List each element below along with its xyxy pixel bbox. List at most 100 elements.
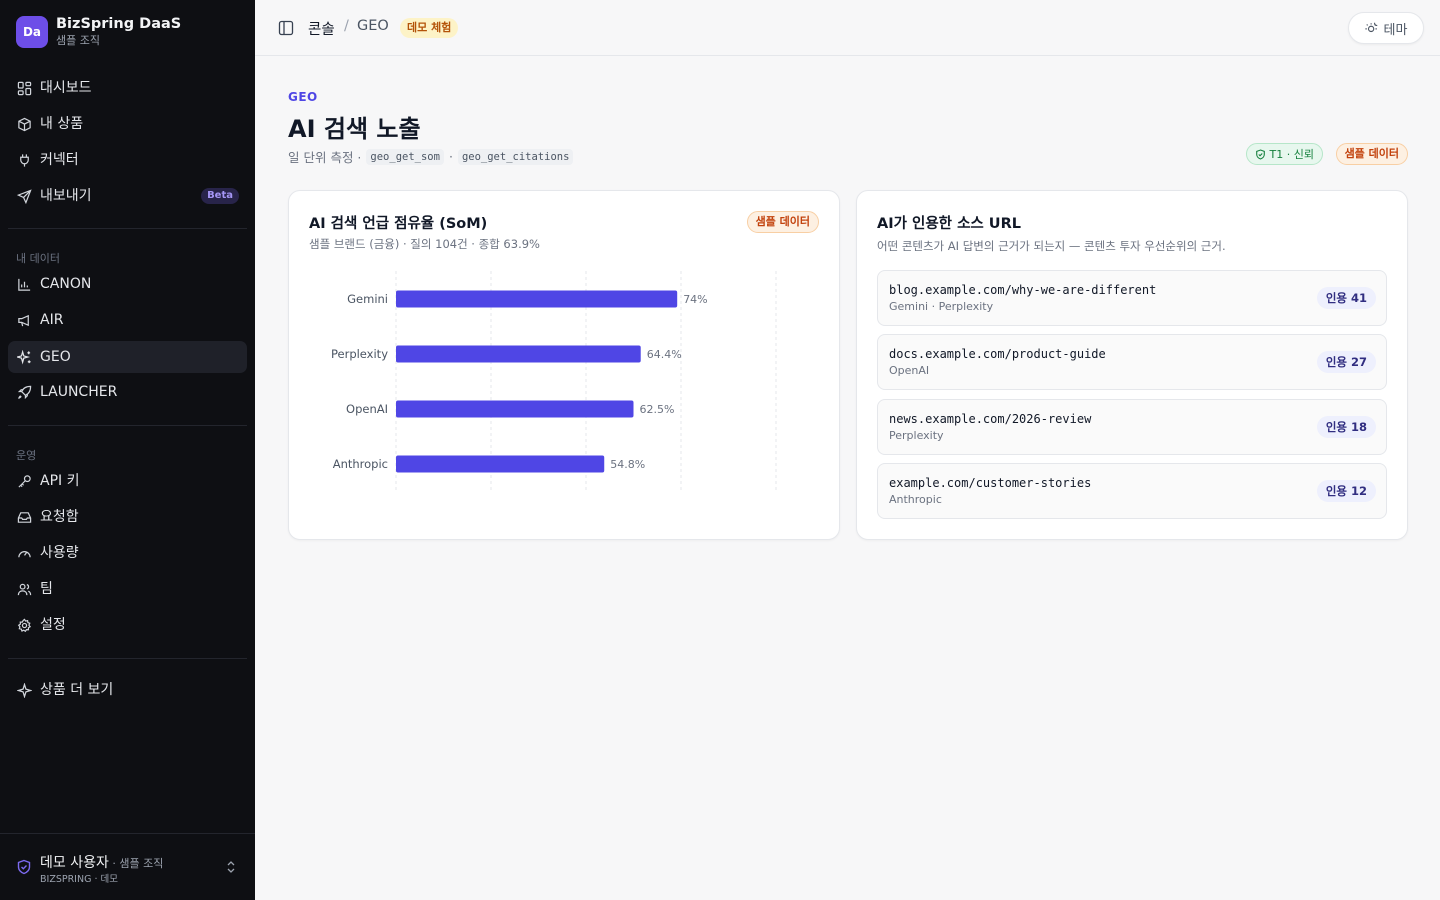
sidebar-item-label: 상품 더 보기: [40, 682, 114, 698]
brand-name: BizSpring DaaS: [56, 16, 182, 32]
chart-value-label: 64.4%: [647, 348, 682, 361]
sidebar-item-geo[interactable]: GEO: [8, 341, 247, 373]
chart-value-label: 62.5%: [640, 403, 675, 416]
sidebar-divider: [8, 425, 247, 426]
citation-url: docs.example.com/product-guide: [889, 347, 1106, 361]
bar-chart-icon: [18, 278, 31, 291]
citation-row[interactable]: news.example.com/2026-review Perplexity …: [877, 399, 1387, 455]
sidebar-item-settings[interactable]: 설정: [8, 609, 247, 641]
sidebar-item-label: 대시보드: [40, 80, 92, 96]
megaphone-icon: [18, 314, 29, 326]
sidebar-item-label: LAUNCHER: [40, 384, 118, 400]
brand-org: 샘플 조직: [56, 34, 100, 47]
sidebar-divider: [8, 228, 247, 229]
sidebar-item-label: 사용량: [40, 545, 79, 561]
sidebar-item-team[interactable]: 팀: [8, 573, 247, 605]
main-content: GEO AI 검색 노출 일 단위 측정 · geo_get_som · geo…: [255, 56, 1440, 900]
plug-icon: [20, 153, 29, 167]
sidebar-item-canon[interactable]: CANON: [8, 268, 247, 300]
subtitle-separator: ·: [448, 149, 453, 164]
sidebar-item-label: 내 상품: [40, 116, 84, 132]
chart-bar: [396, 345, 641, 363]
sidebar-item-label: GEO: [40, 349, 71, 365]
chart-bar: [396, 455, 605, 473]
topbar: 콘솔 / GEO 데모 체험 테마: [255, 0, 1440, 56]
sidebar-item-export[interactable]: 내보내기 Beta: [8, 180, 247, 212]
sidebar-toggle-icon[interactable]: [278, 20, 294, 36]
beta-badge: Beta: [201, 188, 239, 204]
rocket-icon: [17, 385, 32, 399]
demo-badge: 데모 체험: [400, 18, 459, 38]
send-icon: [17, 188, 32, 204]
chevron-up-down-icon: [227, 861, 235, 873]
sidebar-item-air[interactable]: AIR: [8, 304, 247, 336]
package-icon: [18, 117, 31, 131]
citations-card: AI가 인용한 소스 URL 어떤 콘텐츠가 AI 답변의 근거가 되는지 — …: [856, 190, 1408, 540]
page-eyebrow: GEO: [288, 90, 318, 104]
citation-sources: OpenAI: [889, 364, 930, 377]
citation-row[interactable]: blog.example.com/why-we-are-different Ge…: [877, 270, 1387, 326]
brand-switcher[interactable]: Da BizSpring DaaS 샘플 조직: [16, 16, 181, 48]
trust-badge: T1 · 신뢰: [1245, 143, 1323, 165]
citations-card-title: AI가 인용한 소스 URL: [877, 216, 1021, 232]
sparkle-icon: [17, 682, 32, 698]
breadcrumb-console[interactable]: 콘솔: [308, 22, 335, 38]
inbox-icon: [17, 511, 32, 523]
citation-row[interactable]: docs.example.com/product-guide OpenAI 인용…: [877, 334, 1387, 390]
som-card: AI 검색 언급 점유율 (SoM) 샘플 브랜드 (금융) · 질의 104건…: [288, 190, 840, 540]
user-name: 데모 사용자: [40, 855, 109, 871]
sidebar-item-label: 팀: [40, 581, 53, 597]
sidebar-item-more-products[interactable]: 상품 더 보기: [8, 674, 247, 706]
trust-badge-label: T1 · 신뢰: [1269, 148, 1314, 161]
citation-row[interactable]: example.com/customer-stories Anthropic 인…: [877, 463, 1387, 519]
tool-name-citations: geo_get_citations: [457, 148, 574, 165]
breadcrumb-separator: /: [344, 18, 349, 34]
users-icon: [17, 583, 32, 595]
citation-url: news.example.com/2026-review: [889, 412, 1092, 426]
user-name-line: 데모 사용자 · 샘플 조직: [40, 852, 163, 872]
subtitle-text: 일 단위 측정 ·: [288, 150, 362, 165]
sidebar-item-label: AIR: [40, 312, 64, 328]
citation-count-badge: 인용 18: [1316, 416, 1376, 438]
citation-sources: Anthropic: [889, 493, 942, 506]
sidebar-item-label: 요청함: [40, 509, 79, 525]
tool-name-som: geo_get_som: [366, 148, 444, 165]
breadcrumb-current: GEO: [357, 18, 389, 34]
chart-bar: [396, 290, 678, 308]
chart-value-label: 54.8%: [610, 458, 645, 471]
gear-icon: [17, 617, 32, 632]
page-subtitle: 일 단위 측정 · geo_get_som · geo_get_citation…: [288, 147, 578, 166]
theme-toggle-button[interactable]: 테마: [1348, 12, 1424, 44]
sidebar-item-dashboard[interactable]: 대시보드: [8, 72, 247, 104]
som-bar-chart: Gemini 74% Perplexity 64.4% OpenAI 62.5% Anthr…: [331, 271, 777, 491]
sample-data-badge: 샘플 데이터: [1335, 143, 1408, 165]
section-label-operations: 운영: [16, 449, 37, 462]
page-title: AI 검색 노출: [288, 115, 421, 143]
section-label-my-data: 내 데이터: [16, 252, 60, 265]
user-menu[interactable]: 데모 사용자 · 샘플 조직 BIZSPRING · 데모: [0, 833, 255, 900]
user-subtitle: BIZSPRING · 데모: [40, 874, 118, 885]
sidebar-divider: [8, 658, 247, 659]
citations-card-desc: 어떤 콘텐츠가 AI 답변의 근거가 되는지 — 콘텐츠 투자 우선순위의 근거…: [877, 239, 1226, 253]
sidebar-item-label: 커넥터: [40, 152, 79, 168]
user-org: · 샘플 조직: [108, 857, 164, 870]
sun-moon-icon: [1364, 22, 1377, 33]
sidebar-item-launcher[interactable]: LAUNCHER: [8, 376, 247, 408]
chart-bar: [396, 400, 634, 418]
sidebar-item-label: 내보내기: [40, 188, 92, 204]
citation-sources: Perplexity: [889, 429, 944, 442]
sidebar-item-my-products[interactable]: 내 상품: [8, 108, 247, 140]
sidebar-item-usage[interactable]: 사용량: [8, 537, 247, 569]
sidebar-item-label: 설정: [40, 617, 66, 633]
chart-category-label: Perplexity: [331, 347, 388, 361]
som-card-title: AI 검색 언급 점유율 (SoM): [309, 216, 488, 232]
som-card-desc: 샘플 브랜드 (금융) · 질의 104건 · 종합 63.9%: [309, 237, 540, 251]
sidebar-item-inbox[interactable]: 요청함: [8, 501, 247, 533]
sidebar-item-connectors[interactable]: 커넥터: [8, 144, 247, 176]
shield-check-icon: [17, 859, 31, 875]
sidebar-item-api-keys[interactable]: API 키: [8, 465, 247, 497]
citation-count-badge: 인용 41: [1316, 287, 1376, 309]
dashboard-icon: [17, 81, 32, 95]
citation-sources: Gemini · Perplexity: [889, 300, 994, 313]
chart-value-label: 74%: [683, 293, 707, 306]
